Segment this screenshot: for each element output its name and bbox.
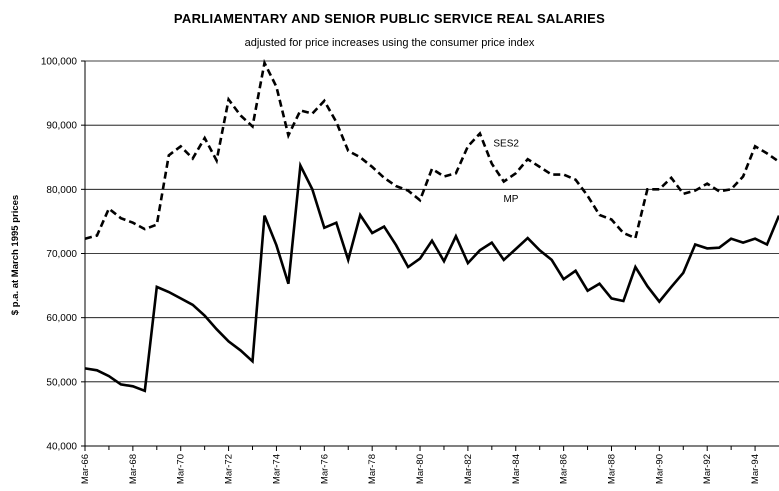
y-tick-label: 50,000 <box>46 377 77 388</box>
y-tick-label: 90,000 <box>46 121 77 132</box>
series-label-ses2: SES2 <box>493 138 519 149</box>
y-tick-label: 80,000 <box>46 185 77 196</box>
x-tick-label: Mar-70 <box>176 454 187 484</box>
x-tick-label: Mar-88 <box>606 454 617 484</box>
x-tick-label: Mar-76 <box>319 454 330 484</box>
grid-layer <box>85 60 779 383</box>
x-tick-label: Mar-94 <box>750 454 761 484</box>
y-tick-label: 40,000 <box>46 442 77 453</box>
series-line-ses2 <box>84 58 779 240</box>
x-tick-label: Mar-74 <box>271 454 282 484</box>
y-tick-label: 100,000 <box>41 57 78 68</box>
x-tick-label: Mar-86 <box>559 454 570 484</box>
x-tick-label: Mar-82 <box>463 454 474 484</box>
x-tick-label: Mar-68 <box>128 454 139 484</box>
y-tick-label: 70,000 <box>46 249 77 260</box>
axis-layer: 40,000 50,000 60,000 70,000 80,000 90,000 100,… <box>41 57 779 484</box>
y-axis-label: $ p.a. at March 1995 prices <box>10 195 21 315</box>
x-tick-label: Mar-90 <box>654 454 665 484</box>
series-layer <box>84 58 779 393</box>
x-tick-label: Mar-72 <box>224 454 235 484</box>
annotation-layer: SES2 MP <box>493 138 519 205</box>
x-tick-label: Mar-92 <box>702 454 713 484</box>
chart-subtitle: adjusted for price increases using the c… <box>244 37 535 49</box>
series-label-mp: MP <box>503 194 518 205</box>
y-tick-label: 60,000 <box>46 313 77 324</box>
chart-title: PARLIAMENTARY AND SENIOR PUBLIC SERVICE … <box>173 11 606 26</box>
x-tick-label: Mar-80 <box>415 454 426 484</box>
x-tick-label: Mar-78 <box>367 454 378 484</box>
x-tick-label: Mar-66 <box>80 454 91 484</box>
x-tick-label: Mar-84 <box>511 454 522 484</box>
series-line-mp <box>84 161 779 393</box>
